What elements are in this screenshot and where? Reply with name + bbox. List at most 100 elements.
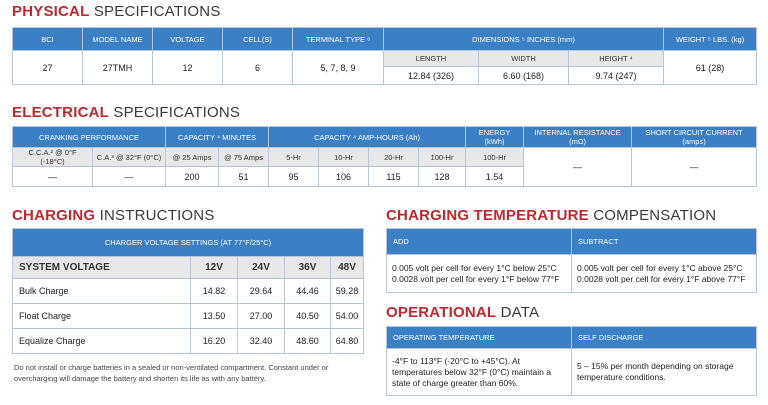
title-rest: DATA <box>500 304 540 321</box>
title-rest: SPECIFICATIONS <box>93 3 221 20</box>
value-cell: — <box>91 166 167 187</box>
table-row: CHARGER VOLTAGE SETTINGS (AT 77°F/25°C) <box>11 228 365 257</box>
value-cell: 12.84 (326) <box>383 66 479 85</box>
value-cell: 115 <box>368 166 420 187</box>
charging-note: Do not install or charge batteries in a … <box>14 363 329 383</box>
value-cell: — <box>12 166 93 187</box>
text-cell: 0.005 volt per cell for every 1°C below … <box>386 254 572 293</box>
value-cell: 6 <box>222 50 293 85</box>
column-header: OPERATING TEMPERATURE <box>386 326 572 349</box>
electrical-section: CRANKING PERFORMANCE CAPACITY ⁴ MINUTES CA… <box>11 126 758 187</box>
column-header: TERMINAL TYPE ⁶ <box>292 27 384 51</box>
value-cell: 106 <box>318 166 370 187</box>
value-cell: 32.40 <box>237 328 285 354</box>
column-header: CAPACITY ⁴ AMP-HOURS (Ah) <box>268 126 467 148</box>
title-bold: PHYSICAL <box>12 3 90 20</box>
operational-section: OPERATING TEMPERATURE SELF DISCHARGE -4°F … <box>386 326 757 396</box>
sub-header: @ 75 Amps <box>218 147 270 167</box>
table-row: CRANKING PERFORMANCE CAPACITY ⁴ MINUTES CA… <box>11 126 758 148</box>
column-header: ENERGY (kWh) <box>465 126 525 148</box>
value-cell: 27.00 <box>237 303 285 329</box>
title-rest: SPECIFICATIONS <box>113 104 241 121</box>
value-cell: 1.54 <box>465 166 525 187</box>
value-cell: 12 <box>152 50 223 85</box>
operational-table: OPERATING TEMPERATURE SELF DISCHARGE -4°F … <box>386 326 757 396</box>
physical-title: PHYSICAL SPECIFICATIONS <box>12 3 221 20</box>
text-cell: 0.005 volt per cell for every 1°C above … <box>571 254 757 293</box>
column-header: MODEL NAME <box>82 27 153 51</box>
temperature-section: ADD SUBTRACT 0.005 volt per cell for every… <box>386 228 757 293</box>
table-row: Bulk Charge 14.82 29.64 44.46 59.28 <box>12 278 365 304</box>
table-row: -4°F to 113°F (-20°C to +45°C). At tempe… <box>386 348 757 396</box>
charging-table: CHARGER VOLTAGE SETTINGS (AT 77°F/25°C) S… <box>11 228 365 354</box>
title-bold: OPERATIONAL <box>386 304 497 321</box>
column-header: CAPACITY ⁴ MINUTES <box>165 126 270 148</box>
column-header: 12V <box>190 256 238 279</box>
text-line: 0.0028 volt per cell for every 1°F above… <box>577 273 746 284</box>
table-row: OPERATING TEMPERATURE SELF DISCHARGE <box>386 326 757 349</box>
column-header: 48V <box>329 256 365 279</box>
text-cell: 5 – 15% per month depending on storage t… <box>571 348 757 396</box>
physical-table: BCI MODEL NAME VOLTAGE CELL(S) TERMINAL TYPE… <box>12 27 758 85</box>
value-cell: 6.60 (168) <box>478 66 569 85</box>
text-line: 0.005 volt per cell for every 1°C above … <box>577 262 743 273</box>
column-header: CELL(S) <box>222 27 293 51</box>
column-header: SYSTEM VOLTAGE <box>12 256 191 279</box>
value-cell: 59.28 <box>329 278 365 304</box>
sub-header: WIDTH <box>478 50 569 67</box>
column-header: DIMENSIONS ⁵ INCHES (mm) <box>382 27 665 51</box>
value-cell: 9.74 (247) <box>567 66 665 85</box>
value-cell: 27TMH <box>82 50 153 85</box>
electrical-table: CRANKING PERFORMANCE CAPACITY ⁴ MINUTES CA… <box>11 126 758 187</box>
value-cell: 51 <box>218 166 270 187</box>
electrical-title: ELECTRICAL SPECIFICATIONS <box>12 104 240 121</box>
value-cell: 200 <box>165 166 220 187</box>
column-header: ADD <box>386 228 572 255</box>
column-header: SELF DISCHARGE <box>571 326 757 349</box>
sub-header: LENGTH <box>383 50 479 67</box>
column-header: SHORT CIRCUIT CURRENT (amps) <box>631 126 758 148</box>
value-cell: 64.80 <box>329 328 365 354</box>
value-cell: 40.50 <box>284 303 331 329</box>
table-row: 0.005 volt per cell for every 1°C below … <box>386 254 757 293</box>
column-header: SUBTRACT <box>571 228 757 255</box>
value-cell: 44.46 <box>284 278 331 304</box>
sub-header: C.A.³ @ 32°F (0°C) <box>91 147 167 167</box>
column-header: INTERNAL RESISTANCE (mΩ) <box>523 126 633 148</box>
value-cell: 128 <box>418 166 467 187</box>
sub-header: HEIGHT ⁴ <box>567 50 665 67</box>
table-row: SYSTEM VOLTAGE 12V 24V 36V 48V <box>12 256 365 279</box>
sub-header: C.C.A.² @ 0°F (-18°C) <box>12 147 93 167</box>
table-row: ADD SUBTRACT <box>386 228 757 255</box>
table-row: Float Charge 13.50 27.00 40.50 54.00 <box>12 303 365 329</box>
table-row: C.C.A.² @ 0°F (-18°C) C.A.³ @ 32°F (0°C) @… <box>12 147 758 187</box>
table-row: — —200 51 95 106 115 128 1.54 <box>12 166 757 187</box>
value-cell: 54.00 <box>329 303 365 329</box>
value-cell: 13.50 <box>190 303 238 329</box>
charging-section: CHARGER VOLTAGE SETTINGS (AT 77°F/25°C) S… <box>11 228 365 354</box>
column-header: 36V <box>284 256 331 279</box>
title-bold: CHARGING <box>12 207 96 224</box>
sub-header: 5-Hr <box>268 147 320 167</box>
table-row: BCI MODEL NAME VOLTAGE CELL(S) TERMINAL TYPE… <box>12 27 758 51</box>
sub-header: 10-Hr <box>318 147 370 167</box>
value-cell: 95 <box>268 166 320 187</box>
value-cell: 16.20 <box>190 328 238 354</box>
column-header: CRANKING PERFORMANCE <box>11 126 167 148</box>
title-bold: CHARGING TEMPERATURE <box>386 207 589 224</box>
temperature-title: CHARGING TEMPERATURE COMPENSATION <box>386 207 716 224</box>
value-cell: 14.82 <box>190 278 238 304</box>
title-rest: COMPENSATION <box>593 207 717 224</box>
operational-title: OPERATIONAL DATA <box>386 304 539 321</box>
table-row: 12.84 (326) 6.60 (168) 9.74 (247) <box>13 66 757 85</box>
value-cell: 27 <box>12 50 83 85</box>
row-label: Float Charge <box>12 303 191 329</box>
sub-header: 100-Hr <box>465 147 525 167</box>
row-label: Bulk Charge <box>12 278 191 304</box>
value-cell: 29.64 <box>237 278 285 304</box>
title-rest: INSTRUCTIONS <box>99 207 215 224</box>
row-label: Equalize Charge <box>12 328 191 354</box>
column-header: BCI <box>12 27 83 51</box>
